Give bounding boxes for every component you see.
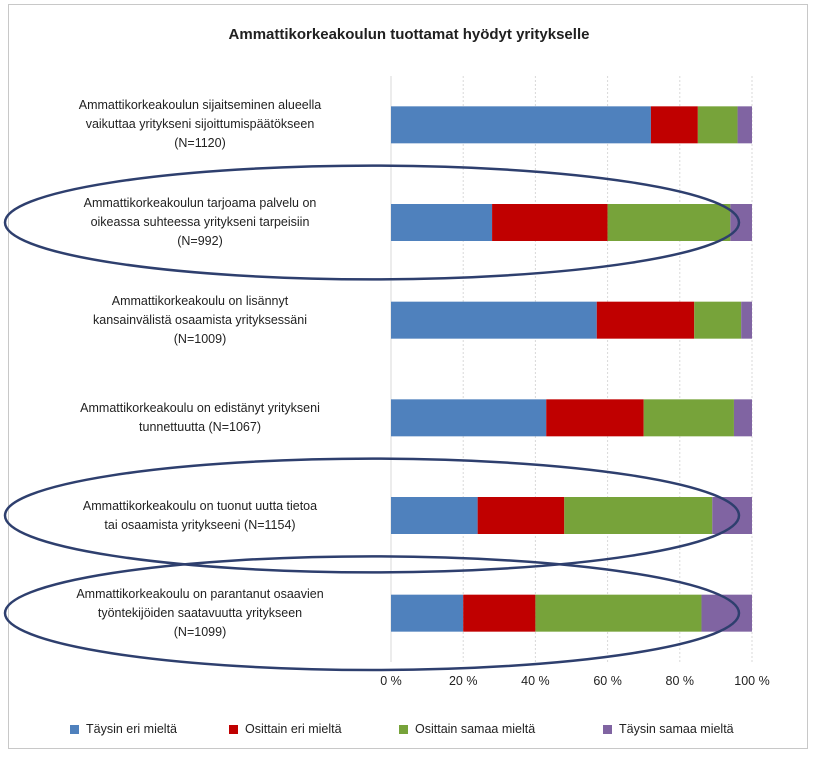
category-label: Ammattikorkeakoulu on tuonut uutta tieto… — [20, 497, 380, 535]
bar-segment — [607, 204, 731, 241]
x-tick-label: 100 % — [734, 674, 770, 688]
category-label-line: kansainvälistä osaamista yrityksessäni — [93, 312, 307, 327]
legend: Täysin eri mieltä Osittain eri mieltä Osit… — [0, 722, 818, 742]
category-label-line: työntekijöiden saatavuutta yritykseen — [97, 605, 303, 620]
bar-segment — [391, 106, 651, 144]
highlight-ellipse — [3, 164, 741, 281]
x-tick-label: 0 % — [380, 674, 402, 688]
bar-segment — [596, 301, 695, 339]
category-label-line: tai osaamista yritykseeni (N=1154) — [104, 517, 296, 532]
bar-segment — [650, 106, 698, 144]
legend-label: Osittain samaa mieltä — [415, 722, 536, 736]
legend-label: Täysin eri mieltä — [86, 722, 177, 736]
chart-title: Ammattikorkeakoulun tuottamat hyödyt yri… — [228, 26, 590, 43]
category-label-line: tunnettuutta (N=1067) — [139, 419, 261, 434]
bar-segment — [643, 399, 734, 437]
legend-item: Osittain samaa mieltä — [399, 722, 535, 736]
category-label-line: Ammattikorkeakoulun tarjoama palvelu on — [83, 196, 317, 210]
bar-segment — [546, 399, 644, 437]
category-label-line: (N=1120) — [174, 136, 226, 151]
category-label: Ammattikorkeakoulu on lisännyt kansainväl… — [20, 292, 380, 349]
category-label-line: Ammattikorkeakoulu on lisännyt — [111, 293, 289, 308]
grid-lines — [390, 76, 753, 662]
category-label: Ammattikorkeakoulu on parantanut osaavie… — [20, 585, 380, 642]
legend-label: Täysin samaa mieltä — [619, 722, 734, 736]
category-label: Ammattikorkeakoulun tarjoama palvelu on o… — [20, 194, 380, 251]
category-label-line: (N=992) — [177, 234, 223, 248]
bar-segment — [701, 594, 752, 632]
category-label: Ammattikorkeakoulu on edistänyt yritykse… — [20, 399, 380, 437]
legend-item: Täysin samaa mieltä — [603, 722, 734, 736]
legend-item: Täysin eri mieltä — [70, 722, 177, 736]
legend-label: Osittain eri mieltä — [245, 722, 342, 736]
bar-segment — [463, 594, 536, 632]
legend-swatch — [399, 724, 408, 734]
legend-item: Osittain eri mieltä — [229, 722, 342, 736]
highlight-ellipse — [3, 555, 741, 672]
x-tick-label: 80 % — [665, 674, 695, 688]
x-tick-label: 40 % — [521, 674, 550, 688]
x-tick-label: 60 % — [593, 674, 622, 688]
bar-segment — [697, 106, 738, 144]
bar-segment — [391, 204, 493, 241]
bar-segment — [712, 497, 752, 534]
bar-segment — [391, 399, 547, 437]
category-label-line: Ammattikorkeakoulu on parantanut osaavie… — [76, 586, 324, 601]
bar-segment — [391, 301, 597, 339]
category-label-line: (N=1009) — [173, 331, 227, 346]
category-label: Ammattikorkeakoulun sijaitseminen alueel… — [20, 96, 380, 153]
category-label-line: oikeassa suhteessa yritykseni tarpeisiin — [90, 215, 310, 229]
bar-segment — [737, 106, 752, 144]
bar-segment — [694, 301, 742, 339]
bars — [391, 106, 752, 632]
bar-segment — [535, 594, 702, 632]
bar-segment — [492, 204, 608, 241]
legend-swatch — [229, 724, 238, 734]
category-label-line: Ammattikorkeakoulu on tuonut uutta tieto… — [82, 498, 318, 513]
category-label-line: Ammattikorkeakoulu on edistänyt yritykse… — [80, 400, 320, 415]
highlight-ellipse — [3, 457, 741, 574]
category-label-line: (N=1099) — [173, 624, 227, 639]
legend-swatch — [603, 724, 612, 734]
bar-segment — [733, 399, 752, 437]
bar-segment — [730, 204, 752, 241]
legend-swatch — [70, 724, 79, 734]
category-label-line: vaikuttaa yritykseni sijoittumispäätökse… — [85, 117, 315, 132]
bar-segment — [477, 497, 565, 534]
bar-segment — [391, 594, 464, 632]
highlight-ellipses — [3, 164, 741, 672]
bar-segment — [564, 497, 713, 534]
x-tick-label: 20 % — [448, 674, 478, 688]
category-label-line: Ammattikorkeakoulun sijaitseminen alueel… — [78, 98, 322, 113]
bar-segment — [391, 497, 478, 534]
bar-segment — [741, 301, 752, 339]
